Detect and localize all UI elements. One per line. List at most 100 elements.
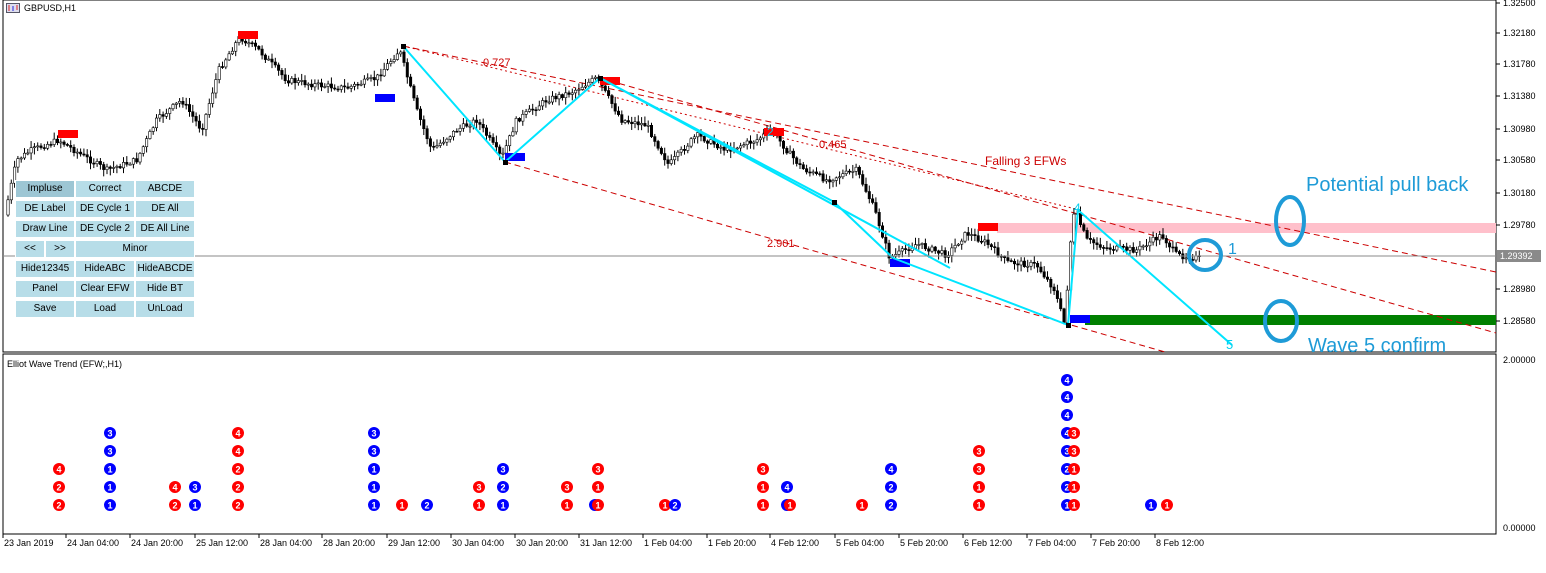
- candle: [32, 143, 36, 155]
- swing-high-marker: [978, 223, 998, 231]
- candle-body: [547, 101, 551, 104]
- candle-body: [861, 174, 865, 185]
- candle-body: [319, 82, 323, 88]
- efw-count-dot: 1: [757, 499, 769, 511]
- efw-dot-circle: [781, 481, 793, 493]
- candle: [201, 123, 205, 136]
- candle-body: [1019, 260, 1023, 266]
- minor-button[interactable]: Minor: [75, 240, 195, 258]
- candle-body: [290, 78, 294, 84]
- candle-body: [1174, 246, 1178, 252]
- panel-button-correct[interactable]: Correct: [75, 180, 135, 198]
- efw-count-dot: 4: [1061, 409, 1073, 421]
- candle: [1151, 231, 1155, 246]
- ratio-label-2: 0.465: [819, 139, 847, 151]
- efw-dot-number: 1: [1071, 483, 1076, 493]
- candle: [564, 86, 568, 105]
- panel-button-draw-line[interactable]: Draw Line: [15, 220, 75, 238]
- efw-count-dot: 1: [104, 499, 116, 511]
- prev-button[interactable]: <<: [15, 240, 45, 258]
- candle: [1003, 255, 1007, 264]
- candle: [1154, 232, 1158, 247]
- candle-body: [115, 166, 119, 168]
- panel-button-de-cycle-2[interactable]: DE Cycle 2: [75, 220, 135, 238]
- candle-body: [13, 166, 17, 184]
- efw-count-dot: 4: [781, 481, 793, 493]
- panel-button-panel[interactable]: Panel: [15, 280, 75, 298]
- channel-line: [402, 45, 1497, 273]
- efw-dot-circle: [53, 463, 65, 475]
- candle-body: [491, 137, 495, 143]
- efw-dot-circle: [669, 499, 681, 511]
- efw-dot-circle: [497, 463, 509, 475]
- candle: [422, 115, 426, 136]
- candle-body: [1046, 276, 1050, 280]
- efw-count-dot: 1: [592, 481, 604, 493]
- efw-count-dot: 1: [1068, 463, 1080, 475]
- time-tick-label: 5 Feb 20:00: [900, 538, 948, 548]
- efw-dot-circle: [1061, 374, 1073, 386]
- candle: [131, 157, 135, 169]
- candle-body: [1128, 247, 1132, 251]
- next-button[interactable]: >>: [45, 240, 75, 258]
- efw-count-dot: 2: [53, 499, 65, 511]
- efw-dot-number: 1: [371, 483, 376, 493]
- candle-body: [32, 146, 36, 149]
- candle: [19, 156, 23, 163]
- candle: [369, 74, 373, 82]
- efw-dot-number: 2: [235, 501, 240, 511]
- candle: [72, 144, 76, 157]
- candle: [818, 171, 822, 177]
- efw-dot-number: 1: [476, 501, 481, 511]
- indicator-title: Elliot Wave Trend (EFW;,H1): [7, 359, 122, 369]
- panel-button-hide-bt[interactable]: Hide BT: [135, 280, 195, 298]
- efw-count-dot: 3: [973, 463, 985, 475]
- panel-button-abcde[interactable]: ABCDE: [135, 180, 195, 198]
- candle: [887, 239, 891, 264]
- panel-button-hideabc[interactable]: HideABC: [75, 260, 135, 278]
- price-tick-label: 1.32180: [1503, 28, 1536, 38]
- candle: [141, 145, 145, 157]
- candle-body: [385, 63, 389, 70]
- panel-button-hideabcde[interactable]: HideABCDE: [135, 260, 195, 278]
- panel-button-de-label[interactable]: DE Label: [15, 200, 75, 218]
- candle-body: [607, 90, 611, 96]
- candle: [46, 141, 50, 151]
- panel-button-save[interactable]: Save: [15, 300, 75, 318]
- panel-button-de-all-line[interactable]: DE All Line: [135, 220, 195, 238]
- candle-body: [818, 173, 822, 175]
- wave-label-1-annotation: 1: [1228, 241, 1237, 258]
- time-tick-label: 7 Feb 04:00: [1028, 538, 1076, 548]
- panel-button-clear-efw[interactable]: Clear EFW: [75, 280, 135, 298]
- candle-body: [306, 83, 310, 86]
- candle-body: [135, 158, 139, 163]
- candle: [623, 119, 627, 125]
- candle-body: [838, 176, 842, 179]
- candle: [221, 61, 225, 69]
- candle: [752, 140, 756, 150]
- candle: [1108, 243, 1112, 255]
- panel-button-de-all[interactable]: DE All: [135, 200, 195, 218]
- panel-button-hide12345[interactable]: Hide12345: [15, 260, 75, 278]
- candle-body: [795, 157, 799, 164]
- candle-body: [1059, 298, 1063, 310]
- efw-count-dot: 3: [1068, 445, 1080, 457]
- panel-button-impluse[interactable]: Impluse: [15, 180, 75, 198]
- efw-dot-circle: [1068, 427, 1080, 439]
- candle: [385, 59, 389, 71]
- panel-button-unload[interactable]: UnLoad: [135, 300, 195, 318]
- panel-button-load[interactable]: Load: [75, 300, 135, 318]
- efw-dot-number: 1: [662, 501, 667, 511]
- candle-body: [913, 244, 917, 249]
- candle: [696, 130, 700, 144]
- candle-body: [649, 125, 653, 137]
- efw-count-dot: 3: [189, 481, 201, 493]
- candle: [475, 114, 479, 129]
- candle-body: [128, 163, 132, 166]
- candle-body: [432, 146, 436, 148]
- panel-button-de-cycle-1[interactable]: DE Cycle 1: [75, 200, 135, 218]
- efw-dot-number: 2: [424, 501, 429, 511]
- candle-body: [689, 138, 693, 147]
- candle: [970, 228, 974, 241]
